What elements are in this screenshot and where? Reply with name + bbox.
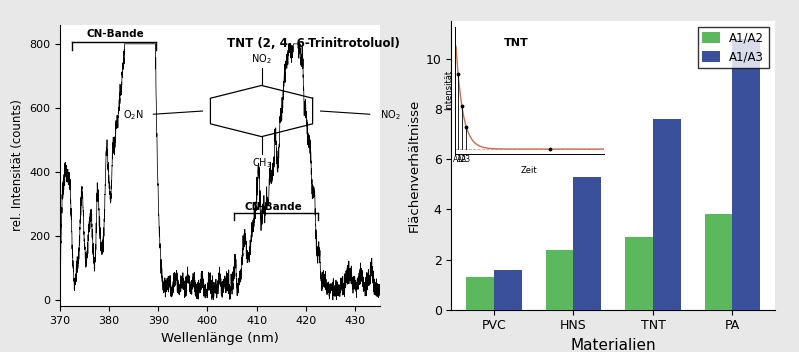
Text: NO$_2$: NO$_2$ bbox=[251, 52, 272, 66]
X-axis label: Materialien: Materialien bbox=[570, 338, 656, 352]
Text: CN-Bande: CN-Bande bbox=[244, 202, 302, 212]
Bar bbox=[625, 237, 653, 310]
Y-axis label: Flächenverhältnisse: Flächenverhältnisse bbox=[407, 99, 420, 232]
Bar bbox=[705, 214, 733, 310]
Bar bbox=[574, 177, 602, 310]
Text: CN-Bande: CN-Bande bbox=[87, 30, 145, 39]
Text: O$_2$N: O$_2$N bbox=[123, 108, 144, 122]
Bar bbox=[653, 119, 681, 310]
Bar bbox=[466, 277, 494, 310]
Y-axis label: rel. Intensität (counts): rel. Intensität (counts) bbox=[10, 100, 23, 231]
Bar bbox=[546, 250, 574, 310]
Legend: A1/A2, A1/A3: A1/A2, A1/A3 bbox=[698, 27, 769, 68]
Bar bbox=[494, 270, 522, 310]
Text: CH$_3$: CH$_3$ bbox=[252, 156, 272, 170]
Text: TNT (2, 4, 6-Trinitrotoluol): TNT (2, 4, 6-Trinitrotoluol) bbox=[227, 37, 400, 50]
Bar bbox=[733, 39, 761, 310]
Text: NO$_2$: NO$_2$ bbox=[380, 108, 400, 122]
X-axis label: Wellenlänge (nm): Wellenlänge (nm) bbox=[161, 332, 279, 345]
